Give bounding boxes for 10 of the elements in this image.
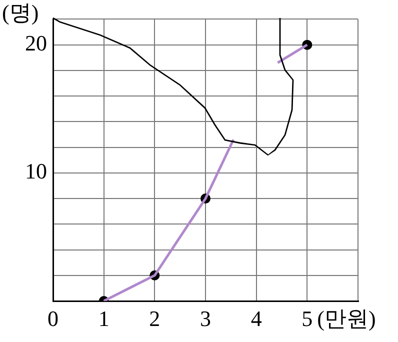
y-axis-title: (명) — [2, 0, 39, 25]
y-tick-label: 20 — [25, 30, 47, 56]
x-tick-label: 5 — [302, 306, 313, 331]
x-tick-label: 2 — [149, 306, 160, 331]
y-tick-label: 10 — [25, 158, 47, 184]
x-tick-label: 4 — [250, 306, 262, 331]
x-axis-title: (만원) — [317, 306, 376, 331]
x-tick-label: 0 — [48, 306, 58, 331]
x-tick-label: 3 — [200, 306, 211, 331]
x-tick-label: 1 — [98, 306, 110, 331]
